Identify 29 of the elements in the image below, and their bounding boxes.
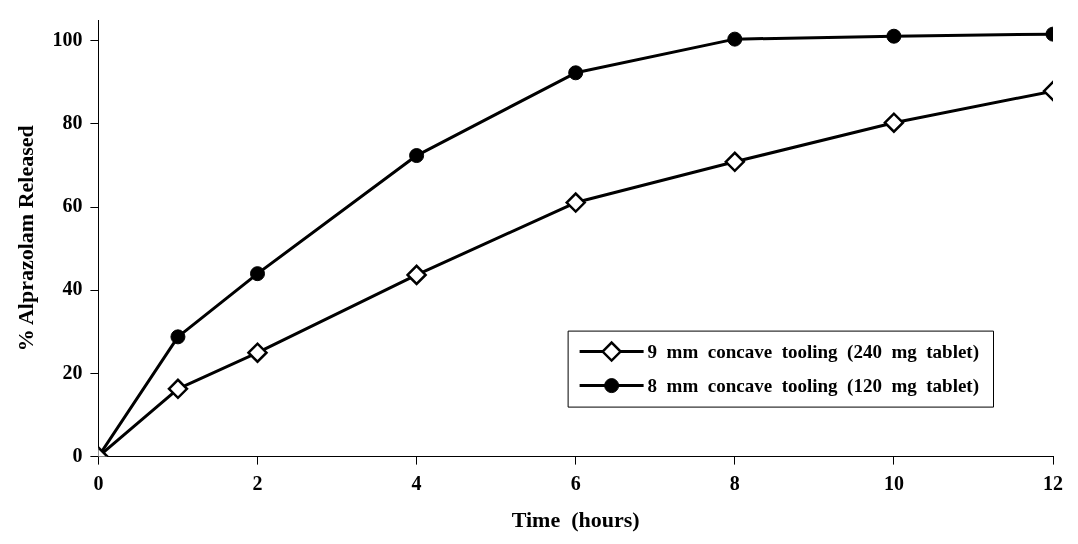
x-tick-label: 8 (729, 471, 740, 494)
point (247, 342, 268, 363)
x-tick-label: 10 (883, 471, 904, 494)
x-tick-label: 4 (411, 471, 422, 494)
y-tick-label: 0 (72, 443, 83, 466)
x-axis-title: Time (hours) (511, 507, 640, 533)
y-tick-label: 80 (62, 111, 83, 134)
point (409, 148, 425, 164)
y-tick-label: 40 (62, 277, 83, 300)
y-tick-label: 60 (62, 194, 83, 217)
point (727, 31, 743, 47)
y-tick-label: 100 (52, 27, 83, 50)
legend-label: 8 mm concave tooling (120 mg tablet) (647, 374, 979, 397)
point (883, 112, 905, 133)
point (406, 264, 427, 286)
y-axis-title: % Alprazolam Released (12, 125, 38, 352)
y-tick-label: 20 (62, 360, 83, 383)
legend-label: 9 mm concave tooling (240 mg tablet) (647, 340, 979, 363)
x-tick-label: 0 (93, 471, 104, 494)
x-tick-label: 6 (570, 471, 581, 494)
point (167, 378, 189, 400)
x-tick-label: 12 (1043, 471, 1063, 494)
point (565, 192, 586, 213)
point (568, 65, 584, 81)
point (724, 151, 746, 173)
point (170, 329, 186, 345)
point (250, 266, 265, 282)
point (886, 28, 902, 44)
x-tick-label: 2 (252, 471, 263, 494)
